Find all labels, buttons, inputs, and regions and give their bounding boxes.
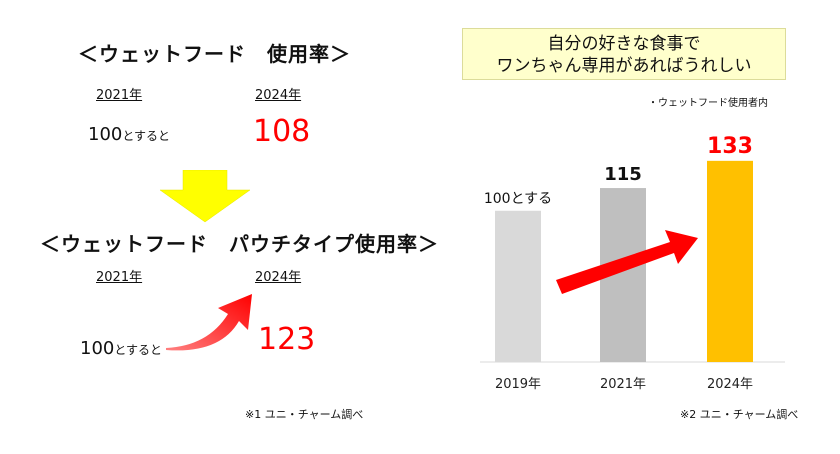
base-100-text: 100とすると [88,124,170,145]
year-2021-label-2: 2021年 [96,270,143,285]
year-2024-label-2: 2024年 [255,270,302,285]
pouch-usage-title: ＜ウェットフード パウチタイプ使用率＞ [40,232,439,256]
usage-value-108: 108 [253,114,311,149]
year-2024-label: 2024年 [255,88,302,103]
source-note-2: ※2 ユニ・チャーム調べ [680,408,799,421]
base-suffix: とすると [122,129,170,143]
callout-line-2: ワンちゃん専用があればうれしい [496,56,752,76]
down-arrow-icon [159,170,251,223]
wet-food-usage-title: ＜ウェットフード 使用率＞ [78,42,351,66]
tick-label-2019年: 2019年 [495,377,541,392]
usage-bar-chart: 100とする 2019年 115 2021年 133 2024年 [480,134,785,392]
data-label-2019年: 100とする [484,191,552,207]
tick-label-2021年: 2021年 [600,377,646,392]
base-100-text-2: 100とすると [80,338,162,359]
trend-arrow-icon [556,230,698,294]
source-note-1: ※1 ユニ・チャーム調べ [245,408,364,421]
year-2021-label: 2021年 [96,88,143,103]
data-label-2021年: 115 [604,164,642,185]
pouch-value-123: 123 [258,322,316,357]
wet-food-users-note: ・ウェットフード使用者内 [648,98,768,109]
survey-callout-box: 自分の好きな食事で ワンちゃん専用があればうれしい [462,28,786,80]
base-suffix-2: とすると [114,343,162,357]
curved-up-arrow-icon [166,294,252,351]
base-number: 100 [88,124,123,145]
base-number-2: 100 [80,338,115,359]
callout-line-1: 自分の好きな食事で [547,34,701,54]
tick-label-2024年: 2024年 [707,377,753,392]
data-label-2024年: 133 [707,134,753,159]
bar-2019年 [495,210,541,362]
bar-2024年 [707,160,753,362]
